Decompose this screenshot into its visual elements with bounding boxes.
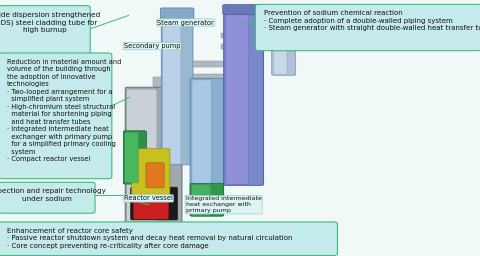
Bar — [221, 33, 278, 38]
FancyBboxPatch shape — [274, 18, 287, 74]
FancyBboxPatch shape — [192, 80, 211, 215]
Bar — [190, 74, 233, 80]
Bar — [221, 44, 278, 49]
FancyBboxPatch shape — [160, 8, 194, 20]
Text: Integrated intermediate
heat exchanger with
primary pump: Integrated intermediate heat exchanger w… — [186, 196, 262, 213]
FancyBboxPatch shape — [0, 53, 112, 179]
Text: Oxide dispersion strengthened
(ODS) steel cladding tube for
high burnup: Oxide dispersion strengthened (ODS) stee… — [0, 12, 100, 33]
FancyBboxPatch shape — [0, 6, 90, 55]
Text: Enhancement of reactor core safety
· Passive reactor shutdown system and decay h: Enhancement of reactor core safety · Pas… — [7, 228, 293, 249]
FancyBboxPatch shape — [0, 182, 95, 213]
Text: Inspection and repair technology
under sodium: Inspection and repair technology under s… — [0, 188, 106, 202]
Text: Steam generator: Steam generator — [157, 19, 214, 26]
FancyBboxPatch shape — [133, 195, 168, 219]
FancyBboxPatch shape — [272, 17, 296, 75]
FancyBboxPatch shape — [125, 87, 182, 222]
Bar — [153, 77, 165, 128]
FancyBboxPatch shape — [255, 4, 480, 51]
FancyBboxPatch shape — [131, 187, 178, 220]
Bar — [190, 61, 233, 67]
FancyBboxPatch shape — [190, 78, 224, 216]
Text: Secondary pump: Secondary pump — [124, 43, 180, 49]
FancyBboxPatch shape — [127, 89, 157, 222]
FancyBboxPatch shape — [273, 8, 295, 20]
FancyBboxPatch shape — [123, 131, 146, 184]
FancyBboxPatch shape — [192, 185, 211, 215]
FancyBboxPatch shape — [190, 183, 224, 216]
FancyBboxPatch shape — [161, 14, 193, 165]
FancyBboxPatch shape — [0, 222, 337, 255]
FancyBboxPatch shape — [125, 132, 138, 183]
Bar — [190, 87, 233, 93]
Text: Prevention of sodium chemical reaction
· Complete adoption of a double-walled pi: Prevention of sodium chemical reaction ·… — [264, 10, 480, 31]
Text: Reduction in material amount and
volume of the building through
the adoption of : Reduction in material amount and volume … — [7, 59, 121, 162]
FancyBboxPatch shape — [226, 11, 249, 184]
FancyBboxPatch shape — [146, 163, 164, 188]
FancyBboxPatch shape — [224, 9, 264, 185]
Bar — [110, 13, 374, 223]
Text: Reactor vessel: Reactor vessel — [124, 195, 173, 201]
FancyBboxPatch shape — [163, 16, 181, 164]
FancyBboxPatch shape — [223, 5, 264, 14]
FancyBboxPatch shape — [132, 149, 170, 197]
